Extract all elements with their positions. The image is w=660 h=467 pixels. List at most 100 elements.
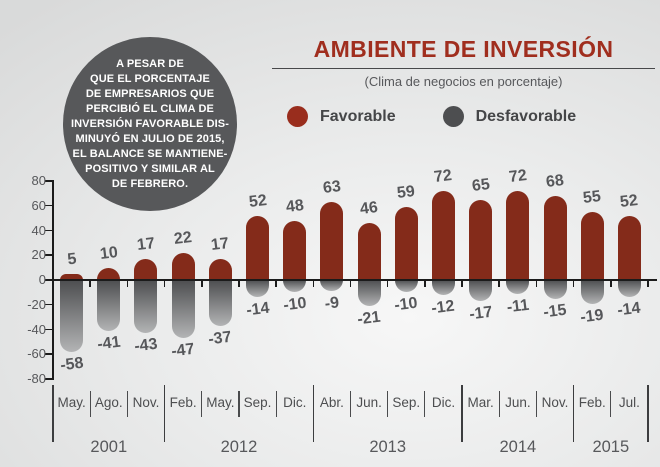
y-axis-label: 40	[31, 222, 46, 238]
desfavorable-dot-icon	[442, 106, 464, 127]
bar-desfavorable	[320, 280, 344, 292]
year-group-divider	[647, 385, 649, 442]
year-label: 2014	[499, 438, 537, 456]
zero-axis-tick	[89, 281, 91, 287]
chart-subtitle: (Clima de negocios en porcentaje)	[364, 74, 563, 89]
year-group-divider	[461, 385, 463, 442]
bar-desfavorable	[246, 280, 270, 298]
bar-desfavorable	[506, 280, 530, 294]
zero-axis-line	[53, 278, 657, 282]
year-group-divider	[312, 385, 315, 442]
month-label: Nov.	[541, 395, 569, 410]
bar-desfavorable	[357, 280, 381, 306]
bar-favorable	[60, 273, 84, 280]
zero-axis-tick	[126, 281, 129, 287]
zero-axis-tick	[424, 281, 426, 287]
month-label: Feb.	[169, 395, 197, 410]
month-divider	[535, 391, 538, 417]
bar-desfavorable	[394, 280, 418, 293]
zero-axis-tick	[572, 281, 575, 287]
y-axis-label: -40	[27, 321, 46, 337]
favorable-dot-icon	[287, 106, 308, 127]
zero-axis-tick	[647, 281, 649, 287]
bar-favorable	[208, 258, 232, 280]
month-divider	[275, 391, 277, 417]
bar-favorable	[543, 195, 567, 280]
favorable-value-label: 17	[210, 234, 231, 254]
bar-favorable	[580, 211, 604, 280]
month-divider	[610, 391, 612, 417]
bar-favorable	[617, 215, 641, 280]
zero-axis-tick	[535, 281, 538, 287]
bar-desfavorable	[171, 280, 195, 339]
bar-favorable	[357, 223, 381, 280]
bar-favorable	[394, 206, 418, 280]
month-divider	[126, 391, 128, 417]
y-axis-label: -80	[27, 371, 46, 386]
month-divider	[89, 391, 91, 417]
legend: Favorable Desfavorable	[287, 106, 576, 127]
title-underline	[272, 68, 655, 69]
bar-favorable	[246, 215, 270, 280]
bar-desfavorable	[580, 280, 604, 304]
y-axis-tick	[45, 328, 52, 331]
legend-item-favorable: Favorable	[287, 106, 396, 127]
y-axis-tick	[45, 180, 52, 182]
y-axis-label: -60	[27, 346, 46, 362]
year-label: 2013	[369, 438, 407, 456]
month-label: Jun.	[356, 395, 382, 410]
legend-label-favorable: Favorable	[320, 107, 396, 125]
desfavorable-value-label: -37	[207, 328, 233, 349]
month-label: Mar.	[467, 395, 494, 410]
y-axis-tick	[45, 254, 52, 256]
y-axis-tick	[45, 353, 52, 355]
legend-item-desfavorable: Desfavorable	[442, 106, 577, 127]
month-divider	[238, 391, 240, 417]
bar-desfavorable	[97, 280, 121, 331]
zero-axis-tick	[275, 281, 277, 287]
month-label: May.	[206, 395, 235, 410]
bar-favorable	[431, 190, 455, 280]
bar-favorable	[506, 190, 530, 280]
zero-axis-tick	[386, 281, 389, 287]
y-axis-label: 0	[38, 272, 46, 287]
bar-favorable	[97, 267, 121, 280]
bar-desfavorable	[617, 280, 641, 298]
bar-favorable	[320, 202, 344, 280]
y-axis-label: 20	[31, 247, 46, 263]
month-label: Jul.	[618, 395, 640, 410]
zero-axis-tick	[461, 281, 463, 287]
y-axis-label: -20	[27, 296, 46, 312]
month-label: May.	[57, 395, 86, 410]
bar-desfavorable	[469, 280, 493, 302]
y-axis-label: 80	[31, 173, 46, 188]
bar-desfavorable	[60, 280, 84, 352]
bar-desfavorable	[431, 280, 455, 295]
annotation-text: A PESAR DE QUE EL PORCENTAJE DE EMPRESAR…	[70, 57, 230, 190]
bar-desfavorable	[543, 280, 567, 299]
month-divider	[201, 391, 203, 417]
zero-axis-tick	[312, 281, 315, 287]
zero-axis-tick	[498, 281, 501, 287]
legend-label-desfavorable: Desfavorable	[475, 107, 577, 125]
month-label: Feb.	[578, 395, 606, 410]
year-label: 2015	[592, 438, 630, 456]
month-label: Dic.	[431, 395, 456, 410]
month-divider	[498, 391, 500, 417]
zero-axis-tick	[610, 281, 612, 287]
year-group-divider	[52, 385, 54, 442]
month-label: Dic.	[283, 395, 307, 410]
y-axis-label: 60	[31, 197, 46, 213]
bar-desfavorable	[208, 280, 232, 326]
y-axis-tick	[45, 279, 52, 281]
year-group-divider	[163, 385, 166, 442]
y-axis-tick	[45, 204, 52, 207]
month-divider	[424, 391, 426, 417]
bar-favorable	[283, 220, 307, 280]
zero-axis-tick	[349, 281, 352, 287]
bar-favorable	[469, 199, 493, 280]
annotation-bubble: A PESAR DE QUE EL PORCENTAJE DE EMPRESAR…	[63, 37, 237, 211]
desfavorable-value-label: -58	[59, 354, 85, 375]
